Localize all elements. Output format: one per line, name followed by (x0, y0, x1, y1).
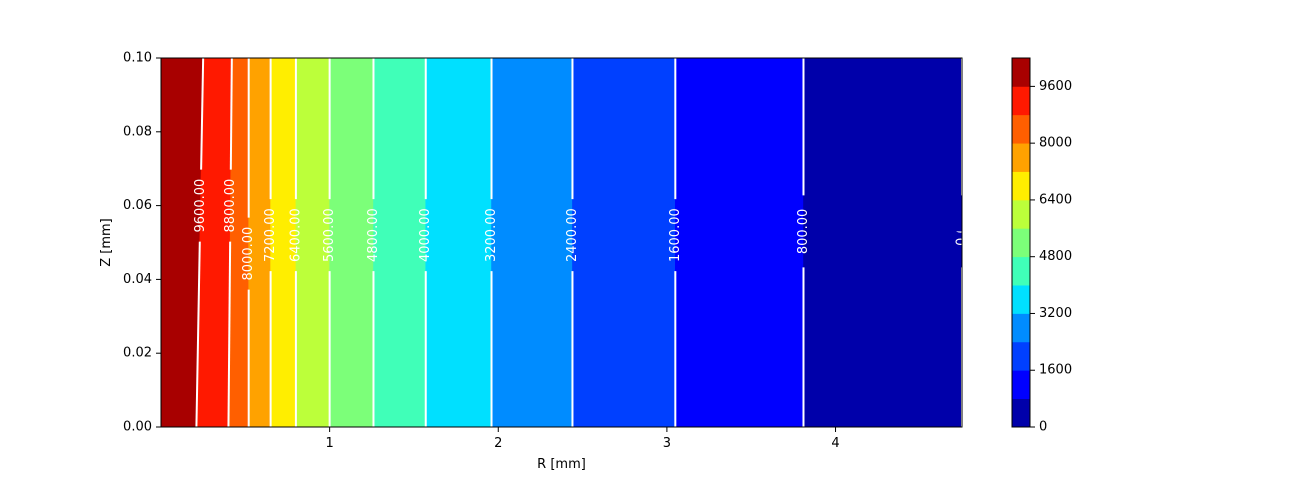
contour-label-7200: 7200.00 (263, 208, 278, 262)
colorbar: 0 1600 3200 4800 6400 8000 9600 (1011, 57, 1072, 435)
contour-label-800: 800.00 (796, 209, 811, 255)
colorbar-frame (1011, 57, 1031, 428)
plot-frame (160, 57, 963, 428)
colorbar-tick-label: 1600 (1039, 363, 1072, 378)
colorbar-band-1600 (1012, 341, 1030, 371)
contour-lines (195, 58, 962, 427)
y-tick-label: 0.06 (123, 198, 152, 213)
colorbar-tick-label: 4800 (1039, 249, 1072, 264)
colorbar-band-2400 (1012, 313, 1030, 343)
x-axis-label: R [mm] (537, 457, 586, 472)
contour-label-8800: 8800.00 (223, 179, 238, 233)
contour-label-2400: 2400.00 (565, 208, 580, 262)
x-axis: 1 2 3 4 (325, 427, 840, 451)
colorbar-tick-label: 6400 (1039, 192, 1072, 207)
contour-band-2400-3200 (491, 58, 573, 427)
contour-label-4000: 4000.00 (418, 208, 433, 262)
colorbar-band-0 (1012, 398, 1030, 428)
x-tick-label: 4 (831, 436, 839, 451)
contour-band-1600-2400 (572, 58, 676, 427)
x-tick-label: 1 (325, 436, 333, 451)
contour-line-9600-upper (200, 58, 205, 170)
colorbar-tick-label: 0 (1039, 420, 1047, 435)
contour-band-9600-10400 (161, 58, 204, 427)
y-tick-label: 0.02 (123, 346, 152, 361)
colorbar-tick-label: 8000 (1039, 136, 1072, 151)
contour-line-9600-lower (195, 241, 201, 427)
contour-label-5600: 5600.00 (322, 208, 337, 262)
contour-label-8000: 8000.00 (241, 227, 256, 281)
colorbar-tick-label: 3200 (1039, 306, 1072, 321)
colorbar-bands (1012, 58, 1030, 428)
colorbar-band-4000 (1012, 256, 1030, 286)
x-tick-label: 2 (494, 436, 502, 451)
contour-bands (161, 58, 962, 427)
colorbar-band-4800 (1012, 228, 1030, 258)
colorbar-band-8800 (1012, 86, 1030, 116)
colorbar-band-7200 (1012, 143, 1030, 172)
y-tick-label: 0.00 (123, 420, 152, 435)
colorbar-tick-label: 9600 (1039, 79, 1072, 94)
y-tick-label: 0.08 (123, 124, 152, 139)
y-axis: 0.00 0.02 0.04 0.06 0.08 0.10 (123, 51, 161, 435)
contour-label-3200: 3200.00 (484, 208, 499, 262)
contour-band-800-1600 (675, 58, 804, 427)
contour-label-1600: 1600.00 (668, 208, 683, 262)
contour-line-8800-upper (229, 58, 233, 170)
colorbar-band-3200 (1012, 285, 1030, 314)
colorbar-band-800 (1012, 370, 1030, 400)
contour-label-4800: 4800.00 (366, 208, 381, 262)
colorbar-band-5600 (1012, 199, 1030, 229)
contour-label-9600: 9600.00 (193, 179, 208, 233)
x-tick-label: 3 (663, 436, 671, 451)
y-tick-label: 0.10 (123, 51, 152, 66)
colorbar-band-8000 (1012, 114, 1030, 144)
contour-band-3200-4000 (425, 58, 492, 427)
contour-line-8800-lower (227, 241, 232, 427)
contour-band-0-800 (803, 58, 962, 427)
colorbar-band-9600 (1012, 58, 1030, 87)
colorbar-ticks: 0 1600 3200 4800 6400 8000 9600 (1030, 79, 1072, 435)
y-tick-label: 0.04 (123, 272, 152, 287)
y-axis-label: Z [mm] (99, 218, 114, 267)
contour-label-6400: 6400.00 (288, 208, 303, 262)
colorbar-band-6400 (1012, 171, 1030, 201)
